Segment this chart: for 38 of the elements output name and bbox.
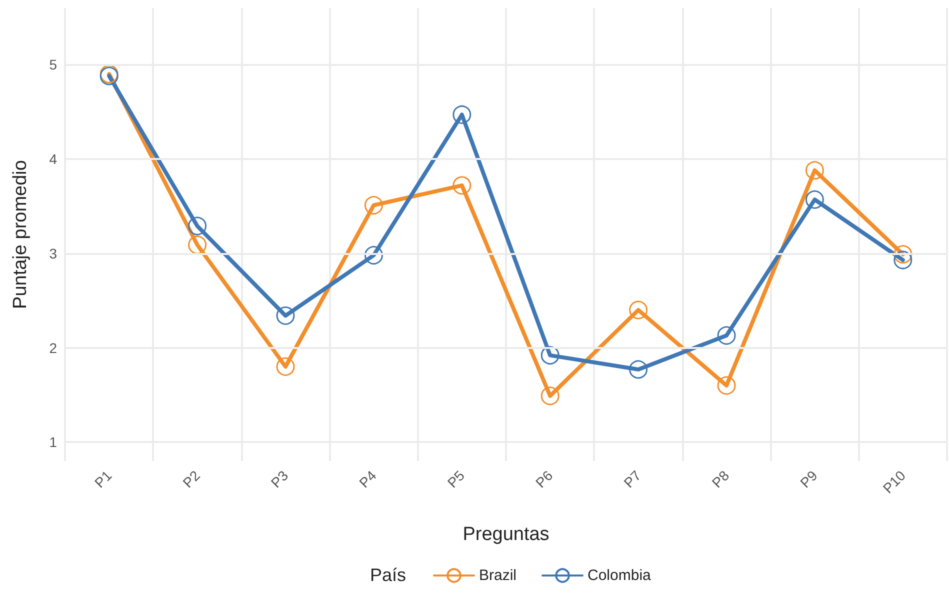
x-tick-label: P3: [268, 467, 292, 491]
point: [717, 376, 736, 395]
x-tick-label: P7: [620, 467, 644, 491]
point: [452, 176, 472, 195]
point: [276, 357, 295, 376]
point: [805, 190, 824, 209]
point: [894, 250, 912, 270]
point: [629, 300, 648, 320]
legend-title: País: [370, 565, 406, 585]
y-tick-label: 3: [49, 245, 58, 262]
point: [894, 245, 912, 264]
point: [540, 386, 560, 406]
x-tick-label: P8: [708, 467, 732, 491]
point: [364, 246, 383, 265]
legend-label: Colombia: [588, 567, 652, 584]
y-tick-label: 4: [49, 151, 58, 167]
point: [188, 216, 207, 236]
y-tick-label: 2: [49, 340, 58, 356]
x-tick-label: P1: [91, 467, 115, 491]
point: [364, 196, 383, 214]
point: [629, 360, 648, 379]
legend-label: Brazil: [479, 567, 517, 584]
x-axis-title: Preguntas: [462, 524, 550, 545]
x-tick-label: P5: [444, 467, 468, 491]
point: [717, 326, 736, 345]
x-tick-label: P9: [796, 467, 821, 491]
y-axis-title: Puntaje promedio: [10, 160, 31, 309]
y-tick-label: 5: [49, 56, 58, 73]
point: [276, 306, 295, 325]
x-tick-label: P10: [880, 467, 909, 496]
point: [540, 346, 560, 365]
point: [188, 236, 207, 254]
x-tick-label: P4: [356, 467, 380, 491]
x-tick-label: P2: [180, 467, 204, 491]
x-tick-label: P6: [532, 467, 556, 491]
point: [452, 105, 472, 124]
y-tick-label: 1: [49, 434, 58, 450]
point: [805, 161, 824, 180]
